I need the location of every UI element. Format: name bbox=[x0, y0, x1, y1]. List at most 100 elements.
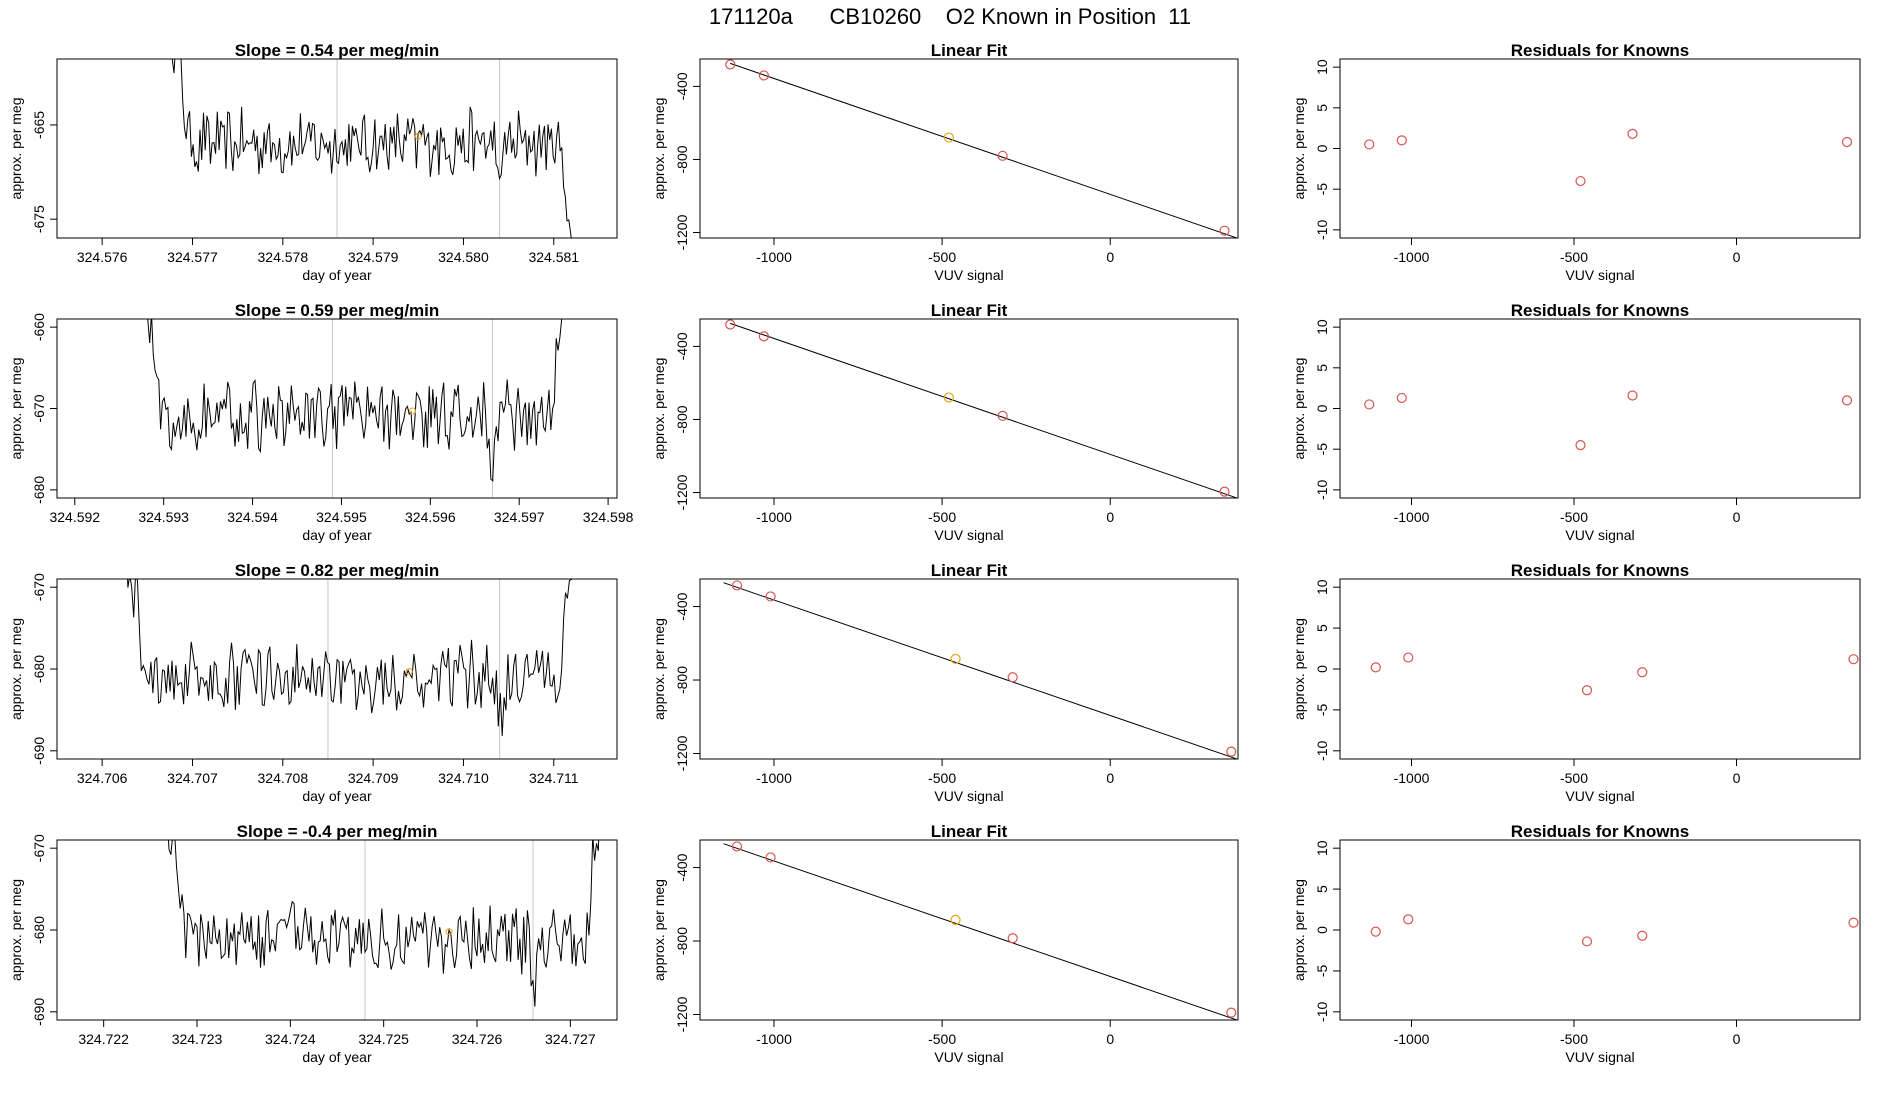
x-tick-label: 324.596 bbox=[405, 509, 456, 525]
chart-panel-5: -1000 -500 0 -10 -5 0 5 10 Residuals for Knowns V… bbox=[1291, 301, 1861, 543]
x-tick-label: -500 bbox=[1560, 770, 1588, 786]
y-tick-label: -670 bbox=[31, 573, 47, 601]
y-axis-label: approx. per meg bbox=[651, 98, 667, 200]
chart-panel-4: -1000 -500 0 -400 -800 -1200 Linear Fit VUV sig… bbox=[651, 301, 1239, 543]
data-group bbox=[723, 580, 1238, 759]
y-axis-label: approx. per meg bbox=[651, 618, 667, 720]
x-tick-label: 324.593 bbox=[138, 509, 189, 525]
x-axis-label: VUV signal bbox=[934, 1049, 1003, 1065]
x-tick-label: -1000 bbox=[756, 770, 792, 786]
series-line bbox=[147, 319, 563, 483]
x-tick-label: 324.707 bbox=[167, 770, 218, 786]
y-tick-label: -1200 bbox=[674, 735, 690, 771]
data-point bbox=[1219, 486, 1230, 497]
data-point bbox=[943, 392, 954, 403]
y-axis-label: approx. per meg bbox=[1291, 879, 1307, 981]
data-group bbox=[127, 579, 572, 737]
data-point bbox=[765, 852, 776, 863]
y-tick-label: -10 bbox=[1314, 220, 1330, 240]
x-tick-label: 324.710 bbox=[438, 770, 489, 786]
y-tick-label: -670 bbox=[31, 834, 47, 862]
data-point bbox=[943, 132, 954, 143]
x-tick-label: 324.708 bbox=[258, 770, 309, 786]
y-tick-label: -5 bbox=[1314, 443, 1330, 456]
chart-title: Linear Fit bbox=[931, 561, 1008, 580]
x-tick-label: -500 bbox=[928, 509, 956, 525]
data-point bbox=[1627, 390, 1638, 401]
data-point bbox=[1370, 662, 1381, 673]
data-point bbox=[997, 150, 1008, 161]
y-tick-label: 0 bbox=[1314, 144, 1330, 152]
chart-panel-10: -1000 -500 0 -400 -800 -1200 Linear Fit VUV sig… bbox=[651, 822, 1239, 1065]
x-tick-label: 324.724 bbox=[265, 1031, 316, 1047]
series-line bbox=[167, 840, 600, 1007]
data-point bbox=[1575, 175, 1586, 187]
x-tick-label: 0 bbox=[1733, 770, 1741, 786]
y-tick-label: -1200 bbox=[674, 996, 690, 1032]
y-tick-label: -675 bbox=[31, 205, 47, 233]
y-tick-label: -10 bbox=[1314, 480, 1330, 500]
series-line bbox=[171, 59, 572, 238]
data-point bbox=[1581, 685, 1593, 696]
plot-frame bbox=[699, 839, 1239, 1021]
data-group bbox=[171, 59, 572, 238]
x-tick-label: 324.726 bbox=[452, 1031, 503, 1047]
x-tick-label: -1000 bbox=[1394, 509, 1430, 525]
data-group bbox=[1364, 390, 1853, 451]
x-tick-label: 0 bbox=[1733, 1031, 1741, 1047]
y-tick-label: -680 bbox=[31, 916, 47, 944]
fit-line bbox=[723, 843, 1238, 1020]
y-tick-label: -5 bbox=[1314, 964, 1330, 977]
x-axis-label: day of year bbox=[302, 1049, 372, 1065]
x-tick-label: -1000 bbox=[1394, 249, 1430, 265]
data-point bbox=[1370, 926, 1381, 937]
y-tick-label: -10 bbox=[1314, 1001, 1330, 1021]
x-axis-label: VUV signal bbox=[934, 527, 1003, 543]
y-tick-label: 0 bbox=[1314, 665, 1330, 673]
chart-title: Slope = 0.59 per meg/min bbox=[235, 301, 440, 320]
chart-title: Residuals for Knowns bbox=[1511, 822, 1690, 841]
y-tick-label: -665 bbox=[31, 111, 47, 139]
data-group bbox=[1370, 652, 1859, 696]
plot-frame bbox=[1339, 839, 1861, 1021]
page-title: 171120a CB10260 O2 Known in Position 11 bbox=[708, 4, 1192, 29]
data-point bbox=[1637, 930, 1648, 941]
data-point bbox=[1841, 136, 1853, 148]
highlight-point bbox=[405, 667, 413, 675]
y-tick-label: -800 bbox=[674, 666, 690, 694]
x-tick-label: 324.577 bbox=[167, 249, 218, 265]
y-tick-label: 10 bbox=[1314, 579, 1330, 595]
x-tick-label: 0 bbox=[1106, 249, 1114, 265]
y-axis-label: approx. per meg bbox=[1291, 618, 1307, 720]
chart-panel-3: 324.592 324.593 324.594 324.595 324.596 324.5… bbox=[8, 301, 634, 543]
y-tick-label: 10 bbox=[1314, 840, 1330, 856]
x-axis-label: VUV signal bbox=[1565, 267, 1634, 283]
x-axis-label: day of year bbox=[302, 267, 372, 283]
x-tick-label: 0 bbox=[1733, 249, 1741, 265]
chart-panel-0: 324.576 324.577 324.578 324.579 324.580 324.5… bbox=[8, 41, 618, 283]
data-point bbox=[1637, 667, 1648, 678]
x-tick-label: 324.580 bbox=[438, 249, 489, 265]
x-tick-label: -500 bbox=[1560, 509, 1588, 525]
chart-title: Residuals for Knowns bbox=[1511, 561, 1690, 580]
x-axis-label: day of year bbox=[302, 788, 372, 804]
data-point bbox=[725, 319, 736, 330]
y-tick-label: 10 bbox=[1314, 319, 1330, 335]
y-tick-label: -5 bbox=[1314, 703, 1330, 716]
x-tick-label: 324.595 bbox=[316, 509, 367, 525]
data-group bbox=[1370, 914, 1859, 947]
x-tick-label: 324.723 bbox=[172, 1031, 223, 1047]
chart-panel-7: -1000 -500 0 -400 -800 -1200 Linear Fit VUV sig… bbox=[651, 561, 1239, 804]
y-tick-label: -800 bbox=[674, 405, 690, 433]
data-point bbox=[1396, 135, 1407, 146]
data-point bbox=[1396, 392, 1407, 404]
y-tick-label: 0 bbox=[1314, 926, 1330, 934]
x-tick-label: -500 bbox=[928, 770, 956, 786]
y-tick-label: -1200 bbox=[674, 214, 690, 250]
y-tick-label: 0 bbox=[1314, 404, 1330, 412]
chart-panel-2: -1000 -500 0 -10 -5 0 5 10 Residuals for Knowns V… bbox=[1291, 41, 1861, 283]
chart-panel-6: 324.706 324.707 324.708 324.709 324.710 324.7… bbox=[8, 561, 618, 804]
y-axis-label: approx. per meg bbox=[8, 618, 24, 720]
chart-title: Slope = 0.54 per meg/min bbox=[235, 41, 440, 60]
y-axis-label: approx. per meg bbox=[1291, 98, 1307, 200]
